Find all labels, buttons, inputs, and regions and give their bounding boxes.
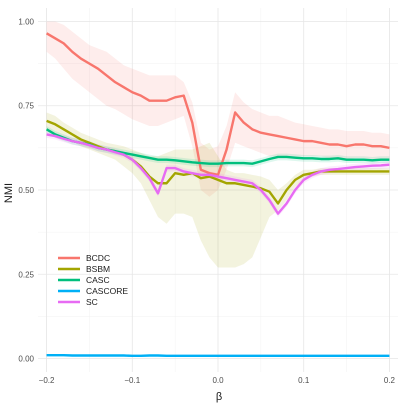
legend-label-cascore: CASCORE [86,286,128,296]
band-bsbm [46,112,390,268]
series-line-cascore [46,353,390,358]
y-axis-title: NMI [3,183,15,203]
y-tick-label: 0.25 [18,270,34,279]
legend-label-bcdc: BCDC [86,253,110,263]
x-tick-label: −0.1 [124,376,140,385]
legend-label-casc: CASC [86,275,110,285]
legend-label-bsbm: BSBM [86,264,110,274]
y-tick-label: 0.75 [18,102,34,111]
x-tick-label: −0.2 [39,376,55,385]
x-tick-label: 0.2 [384,376,396,385]
y-tick-label: 0.00 [18,355,34,364]
band-bcdc [46,21,390,197]
y-tick-label: 0.50 [18,186,34,195]
legend-label-sc: SC [86,297,98,307]
x-tick-label: 0.0 [212,376,224,385]
x-axis-title: β [216,391,222,403]
series-lines [45,32,390,358]
series-line-bcdc [45,32,390,177]
y-tick-label: 1.00 [18,17,34,26]
x-tick-label: 0.1 [298,376,310,385]
series-line-sc [46,133,390,215]
x-tick-labels: −0.2 −0.1 0.0 0.1 0.2 [39,376,396,385]
y-tick-labels: 0.00 0.25 0.50 0.75 1.00 [18,17,34,363]
grid-lines [38,8,398,372]
band-casc [46,125,390,168]
